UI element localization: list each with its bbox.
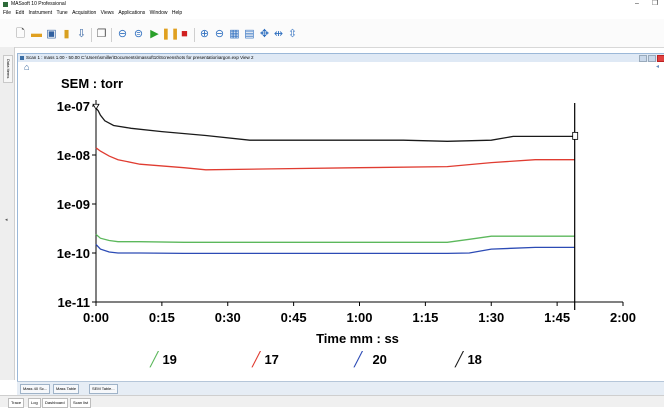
x-tick-label: 1:15 — [412, 310, 438, 325]
home-icon[interactable]: ⌂ — [24, 62, 30, 72]
expand-vertical-icon[interactable]: ⇳ — [287, 28, 298, 40]
zoom-out-icon[interactable]: ⊖ — [214, 28, 225, 40]
legend-item-19[interactable]: ╱ 19 — [150, 351, 177, 368]
series-line-20[interactable] — [95, 243, 575, 255]
left-sidebar: Data Items ◂ — [0, 47, 15, 380]
menu-help[interactable]: Help — [171, 10, 183, 16]
menu-acquisition[interactable]: Acquisition — [72, 10, 97, 16]
document-title: Scan 1 : mass 1.00 - 50.00 C:\Users\smil… — [26, 55, 254, 60]
toolbar: 🗋 ▬ ▣ ▮ ⇩ ❐ ⊖ ⊜ ▶ ❚❚ ■ ⊕ ⊖ ▦ ▤ ✥ ⇹ ⇳ — [0, 19, 664, 48]
window-title: MASsoft 10 Professional — [11, 1, 66, 7]
tab-sem-table[interactable]: SEM Table... — [89, 384, 118, 394]
menu-file[interactable]: File — [3, 10, 12, 16]
document-minimize-button[interactable] — [639, 55, 647, 62]
toolbar-separator — [91, 28, 92, 42]
app-icon — [3, 2, 8, 7]
restore-button[interactable]: ❐ — [652, 0, 659, 7]
menu-edit[interactable]: Edit — [15, 10, 25, 16]
x-axis-label: Time mm : ss — [316, 331, 399, 346]
tab-mass-40[interactable]: Mass 40 Sc... — [20, 384, 51, 394]
legend-label: 19 — [162, 352, 177, 367]
tab-log[interactable]: Log — [28, 398, 41, 408]
chart-settings-icon[interactable]: ▤ — [244, 28, 255, 40]
menu-window[interactable]: Window — [149, 10, 168, 16]
pause-icon[interactable]: ❚❚ — [161, 28, 180, 40]
tab-scan-list[interactable]: Scan list — [70, 398, 92, 408]
status-bar: Trace Log Dashboard Scan list — [0, 395, 664, 408]
menu-applications[interactable]: Applications — [118, 10, 146, 16]
document-close-button[interactable] — [657, 55, 664, 62]
legend-item-17[interactable]: ╱ 17 — [252, 351, 279, 368]
tab-dashboard[interactable]: Dashboard — [42, 398, 68, 408]
x-tick-label: 1:30 — [478, 310, 504, 325]
series-line-17[interactable] — [95, 147, 575, 171]
collapse-arrow-icon[interactable]: ◂ — [5, 217, 8, 223]
title-bar: MASsoft 10 Professional – ❐ — [0, 0, 664, 9]
pan-icon[interactable]: ✥ — [259, 28, 270, 40]
y-tick-label: 1e-10 — [57, 246, 90, 261]
menu-views[interactable]: Views — [100, 10, 114, 16]
x-tick-label: 0:15 — [149, 310, 175, 325]
y-tick-label: 1e-11 — [57, 295, 90, 310]
y-tick-label: 1e-08 — [57, 148, 90, 163]
new-file-icon[interactable]: 🗋 — [16, 28, 25, 40]
toolbar-separator — [111, 28, 112, 42]
series-line-19[interactable] — [95, 233, 575, 243]
data-items-tab[interactable]: Data Items — [3, 55, 13, 83]
export-icon[interactable]: ⇩ — [76, 28, 87, 40]
legend-label: 17 — [264, 352, 279, 367]
disconnect-icon[interactable]: ⊜ — [133, 28, 144, 40]
legend-line-icon: ╱ — [354, 351, 363, 367]
x-tick-label: 1:00 — [346, 310, 372, 325]
play-icon[interactable]: ▶ — [150, 28, 159, 40]
legend-line-icon: ╱ — [455, 351, 464, 367]
legend-line-icon: ╱ — [150, 351, 159, 367]
expand-horizontal-icon[interactable]: ⇹ — [273, 28, 284, 40]
legend-item-18[interactable]: ╱ 18 — [455, 351, 482, 368]
menu-tune[interactable]: Tune — [56, 10, 68, 16]
start-marker-icon — [92, 103, 100, 111]
y-tick-label: 1e-09 — [57, 197, 90, 212]
document-maximize-button[interactable] — [648, 55, 656, 62]
x-tick-label: 0:00 — [83, 310, 109, 325]
save-icon[interactable]: ▣ — [46, 28, 57, 40]
expand-panel-icon[interactable]: ◂ — [656, 64, 660, 70]
legend-item-20[interactable]: ╱ 20 — [354, 351, 387, 368]
document-tab-strip: Mass 40 Sc... Mass Table SEM Table... — [17, 381, 664, 395]
x-tick-label: 0:30 — [215, 310, 241, 325]
minimize-button[interactable]: – — [635, 0, 639, 7]
tab-trace[interactable]: Trace — [8, 398, 25, 408]
legend-line-icon: ╱ — [252, 351, 261, 367]
menu-bar: File Edit Instrument Tune Acquisition Vi… — [0, 9, 664, 18]
chart-title: SEM : torr — [61, 76, 124, 91]
stop-icon[interactable]: ■ — [181, 28, 188, 40]
x-tick-label: 1:45 — [544, 310, 570, 325]
open-folder-icon[interactable]: ▬ — [31, 28, 42, 40]
copy-icon[interactable]: ❐ — [96, 28, 107, 40]
series-line-18[interactable] — [95, 107, 575, 142]
x-tick-label: 0:45 — [281, 310, 307, 325]
document-icon — [20, 56, 24, 60]
cursor-handle[interactable] — [572, 131, 579, 140]
toolbar-separator — [194, 28, 195, 42]
connect-icon[interactable]: ⊖ — [117, 28, 128, 40]
lock-icon[interactable]: ▮ — [63, 28, 70, 40]
legend-label: 20 — [372, 352, 387, 367]
x-tick-label: 2:00 — [610, 310, 636, 325]
y-tick-label: 1e-07 — [57, 99, 90, 114]
zoom-fit-icon[interactable]: ▦ — [229, 28, 240, 40]
menu-instrument[interactable]: Instrument — [28, 10, 53, 16]
legend-label: 18 — [467, 352, 482, 367]
zoom-in-icon[interactable]: ⊕ — [199, 28, 210, 40]
document-title-bar: Scan 1 : mass 1.00 - 50.00 C:\Users\smil… — [18, 54, 664, 62]
tab-mass-table[interactable]: Mass Table — [53, 384, 80, 394]
